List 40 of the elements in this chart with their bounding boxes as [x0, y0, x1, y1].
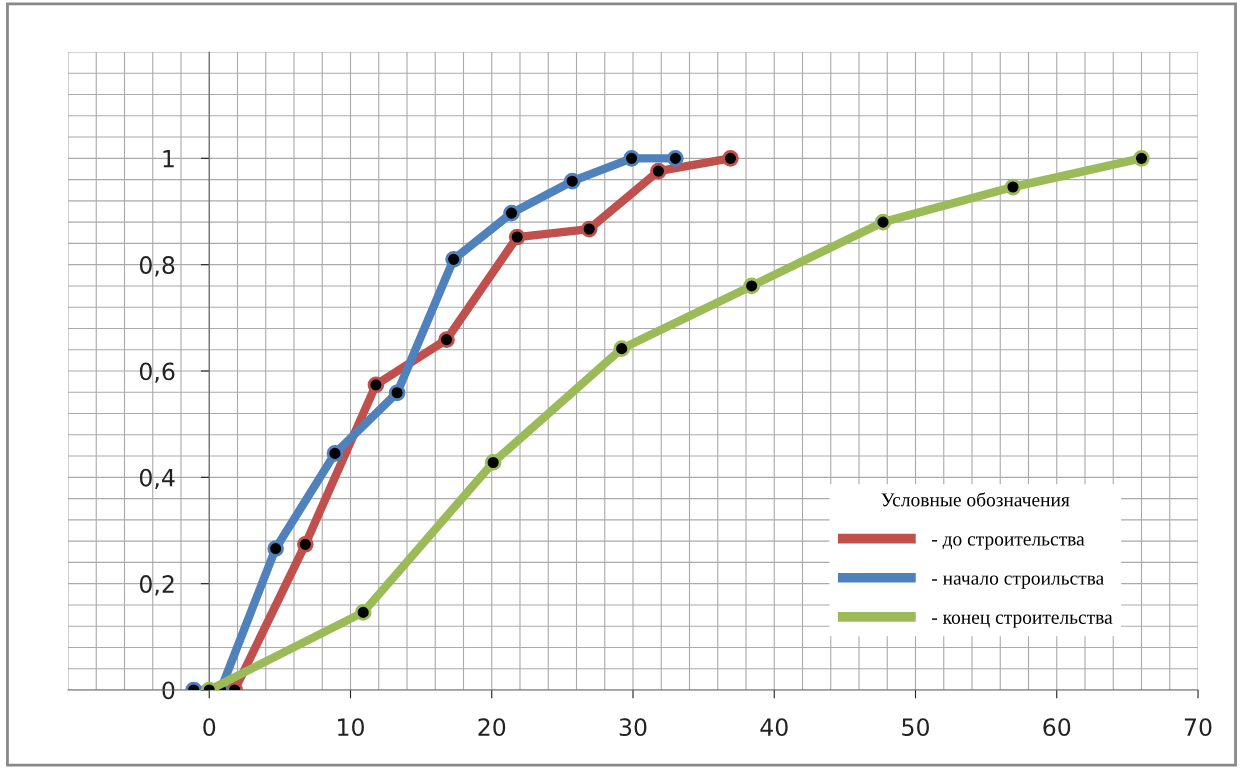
y-tick-label: 0: [162, 681, 175, 700]
x-tick-label: 20: [478, 718, 506, 737]
y-tick-label: 0,6: [139, 362, 175, 383]
x-tick-label: 70: [1184, 718, 1212, 737]
point: [650, 162, 667, 180]
y-tick-label: 1: [163, 150, 174, 168]
legend-title: Условные обозначения: [881, 492, 1070, 507]
point: [563, 172, 581, 190]
point: [667, 150, 684, 167]
point: [1133, 150, 1150, 167]
point: [508, 228, 526, 246]
y-tick-label: 0,8: [139, 256, 175, 277]
x-tick-label: 40: [760, 718, 788, 737]
y-tick-label: 0,2: [139, 575, 174, 596]
point: [267, 540, 284, 557]
point: [623, 150, 640, 167]
point: [503, 204, 520, 222]
point: [722, 150, 739, 167]
point: [484, 454, 502, 471]
x-tick-label: 60: [1043, 718, 1071, 737]
x-tick-label: 10: [338, 718, 364, 737]
legend-label: - до строительства: [932, 536, 1085, 550]
point: [445, 251, 462, 268]
x-tick-label: 30: [619, 718, 647, 737]
point: [1004, 178, 1022, 196]
point: [580, 220, 598, 238]
x-tick-label: 0: [203, 718, 216, 737]
point: [388, 384, 406, 402]
x-tick-label: 50: [902, 718, 929, 737]
y-tick-label: 0,4: [139, 468, 175, 490]
point: [354, 604, 372, 621]
point: [367, 376, 385, 394]
point: [438, 331, 455, 348]
legend-label: - конец строительства: [932, 614, 1113, 628]
point: [613, 340, 631, 357]
point: [296, 535, 314, 553]
point: [874, 213, 892, 231]
point: [326, 445, 344, 462]
legend-label: - начало строильства: [932, 575, 1104, 589]
point: [743, 277, 760, 295]
